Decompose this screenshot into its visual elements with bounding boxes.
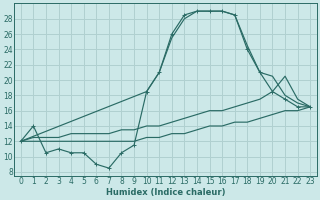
X-axis label: Humidex (Indice chaleur): Humidex (Indice chaleur) <box>106 188 225 197</box>
